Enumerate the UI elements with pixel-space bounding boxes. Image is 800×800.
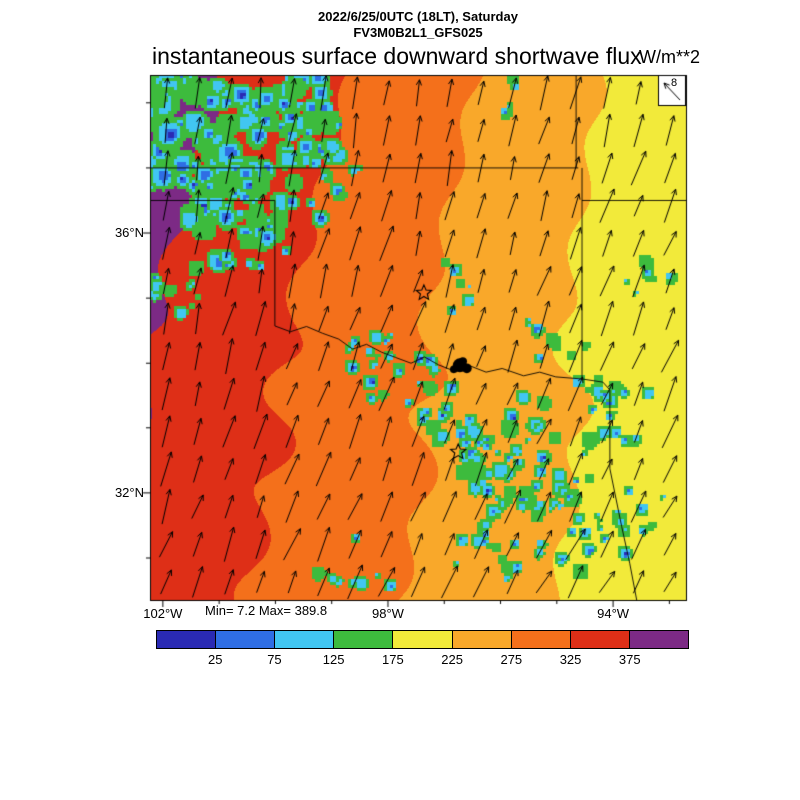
colorbar <box>156 630 689 649</box>
colorbar-segment <box>216 631 276 648</box>
lon-tick-label: 94°W <box>597 606 630 621</box>
plot-title: instantaneous surface downward shortwave… <box>152 43 642 69</box>
colorbar-labels: 25 75 125 175 225 275 325 375 <box>156 652 689 668</box>
colorbar-tick-label: 25 <box>207 652 223 667</box>
colorbar-segment <box>511 631 571 648</box>
colorbar-segment <box>157 631 217 648</box>
lon-tick-label: 98°W <box>372 606 404 621</box>
colorbar-tick-label: 275 <box>500 652 523 667</box>
colorbar-segment <box>452 631 512 648</box>
colorbar-tick-label: 225 <box>441 652 463 667</box>
lon-tick-label: 102°W <box>143 606 183 621</box>
lat-tick-label: 36°N <box>114 225 144 241</box>
wind-reference-value: 8 <box>671 77 678 89</box>
colorbar-tick-label: 175 <box>382 652 404 667</box>
datetime-heading: 2022/6/25/0UTC (18LT), Saturday <box>318 9 518 24</box>
colorbar-segment <box>334 631 394 648</box>
units-label: W/m**2 <box>638 47 700 67</box>
colorbar-tick-label: 125 <box>322 652 345 667</box>
colorbar-tick-label: 325 <box>559 652 582 667</box>
model-heading: FV3M0B2L1_GFS025 <box>353 25 483 40</box>
colorbar-tick-label: 75 <box>267 652 282 667</box>
colorbar-segment <box>275 631 335 648</box>
colorbar-segment <box>393 631 453 648</box>
colorbar-tick-label: 375 <box>618 652 641 667</box>
minmax-text: Min= 7.2 Max= 389.8 <box>205 603 328 618</box>
lat-tick-label: 32°N <box>114 484 144 500</box>
colorbar-segment <box>629 631 688 648</box>
colorbar-segment <box>570 631 630 648</box>
